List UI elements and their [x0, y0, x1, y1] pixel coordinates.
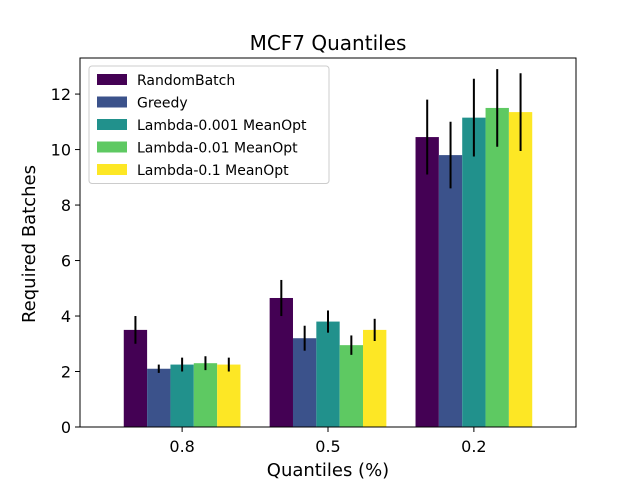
- y-ticks-group: 0 2 4 6 8 10 12: [51, 85, 80, 437]
- errorbars-group: [134, 69, 522, 373]
- bar: [269, 297, 293, 427]
- bar: [292, 338, 317, 427]
- bar: [485, 107, 509, 427]
- bars-group: [123, 107, 533, 428]
- legend-label: RandomBatch: [137, 73, 235, 89]
- x-ticks-group: 0.8 0.5 0.2: [169, 427, 487, 456]
- legend-box: [88, 65, 330, 184]
- legend-label: Lambda-0.001 MeanOpt: [137, 118, 307, 134]
- bar: [508, 112, 533, 427]
- bar: [316, 321, 340, 427]
- y-tick-label: 4: [61, 307, 71, 326]
- x-tick-label: 0.5: [315, 437, 340, 456]
- legend-swatch: [97, 119, 127, 130]
- x-tick-label: 0.8: [169, 437, 194, 456]
- x-tick-label: 0.2: [461, 437, 486, 456]
- y-tick-label: 2: [61, 363, 71, 382]
- legend: RandomBatch Greedy Lambda-0.001 MeanOpt Lam…: [88, 65, 330, 184]
- bar: [363, 329, 387, 427]
- y-tick-label: 8: [61, 196, 71, 215]
- bar: [415, 137, 439, 428]
- bar: [339, 345, 364, 427]
- y-tick-label: 6: [61, 252, 71, 271]
- y-tick-label: 10: [51, 141, 71, 160]
- bar: [193, 363, 218, 427]
- legend-swatch: [97, 164, 127, 175]
- legend-label: Lambda-0.01 MeanOpt: [137, 141, 298, 157]
- y-axis-label: Required Batches: [19, 165, 40, 323]
- x-axis-label: Quantiles (%): [267, 460, 389, 480]
- bar: [123, 329, 148, 427]
- legend-label: Lambda-0.1 MeanOpt: [137, 163, 289, 179]
- legend-label: Greedy: [137, 96, 188, 112]
- bar: [170, 364, 194, 427]
- y-tick-label: 0: [61, 418, 71, 437]
- bar: [438, 155, 463, 427]
- bar: [147, 368, 171, 427]
- legend-swatch: [97, 74, 127, 85]
- bar: [462, 117, 486, 427]
- y-tick-label: 12: [51, 85, 71, 104]
- chart-title: MCF7 Quantiles: [250, 31, 407, 55]
- legend-swatch: [97, 141, 127, 153]
- legend-swatch: [97, 96, 127, 108]
- bar: [217, 364, 241, 427]
